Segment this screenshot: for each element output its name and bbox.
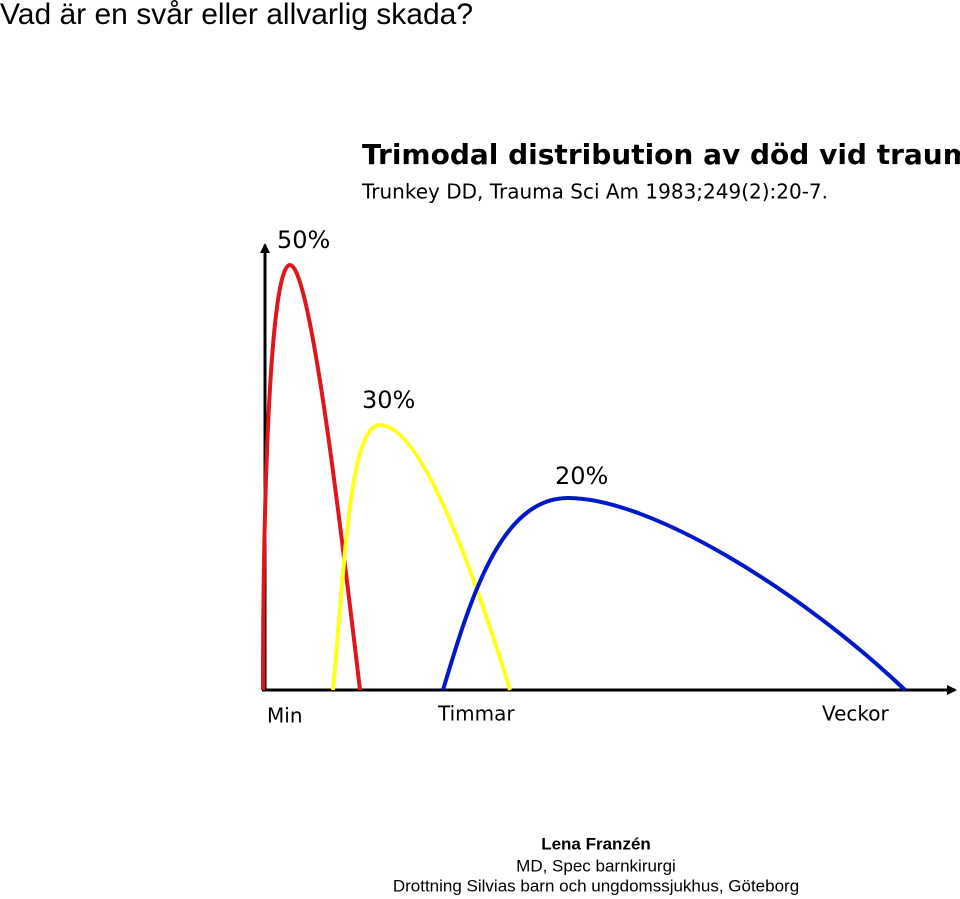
curve-early bbox=[331, 422, 512, 691]
peak-label: 50% bbox=[277, 226, 330, 254]
x-label: Min bbox=[267, 704, 303, 728]
author-role: MD, Spec barnkirurgi bbox=[516, 856, 676, 875]
curve-late bbox=[441, 495, 907, 692]
x-label: Timmar bbox=[437, 702, 515, 726]
citation: Trunkey DD, Trauma Sci Am 1983;249(2):20… bbox=[361, 180, 828, 204]
peak-label: 30% bbox=[362, 386, 415, 414]
peak-label: 20% bbox=[555, 462, 608, 490]
x-label: Veckor bbox=[822, 702, 890, 726]
curve-immediate bbox=[261, 262, 362, 691]
slide-title: Vad är en svår eller allvarlig skada? bbox=[0, 0, 473, 31]
author-name: Lena Franzén bbox=[541, 834, 651, 853]
chart-title: Trimodal distribution av död vid trauma bbox=[362, 138, 960, 171]
author-place: Drottning Silvias barn och ungdomssjukhu… bbox=[393, 876, 799, 895]
